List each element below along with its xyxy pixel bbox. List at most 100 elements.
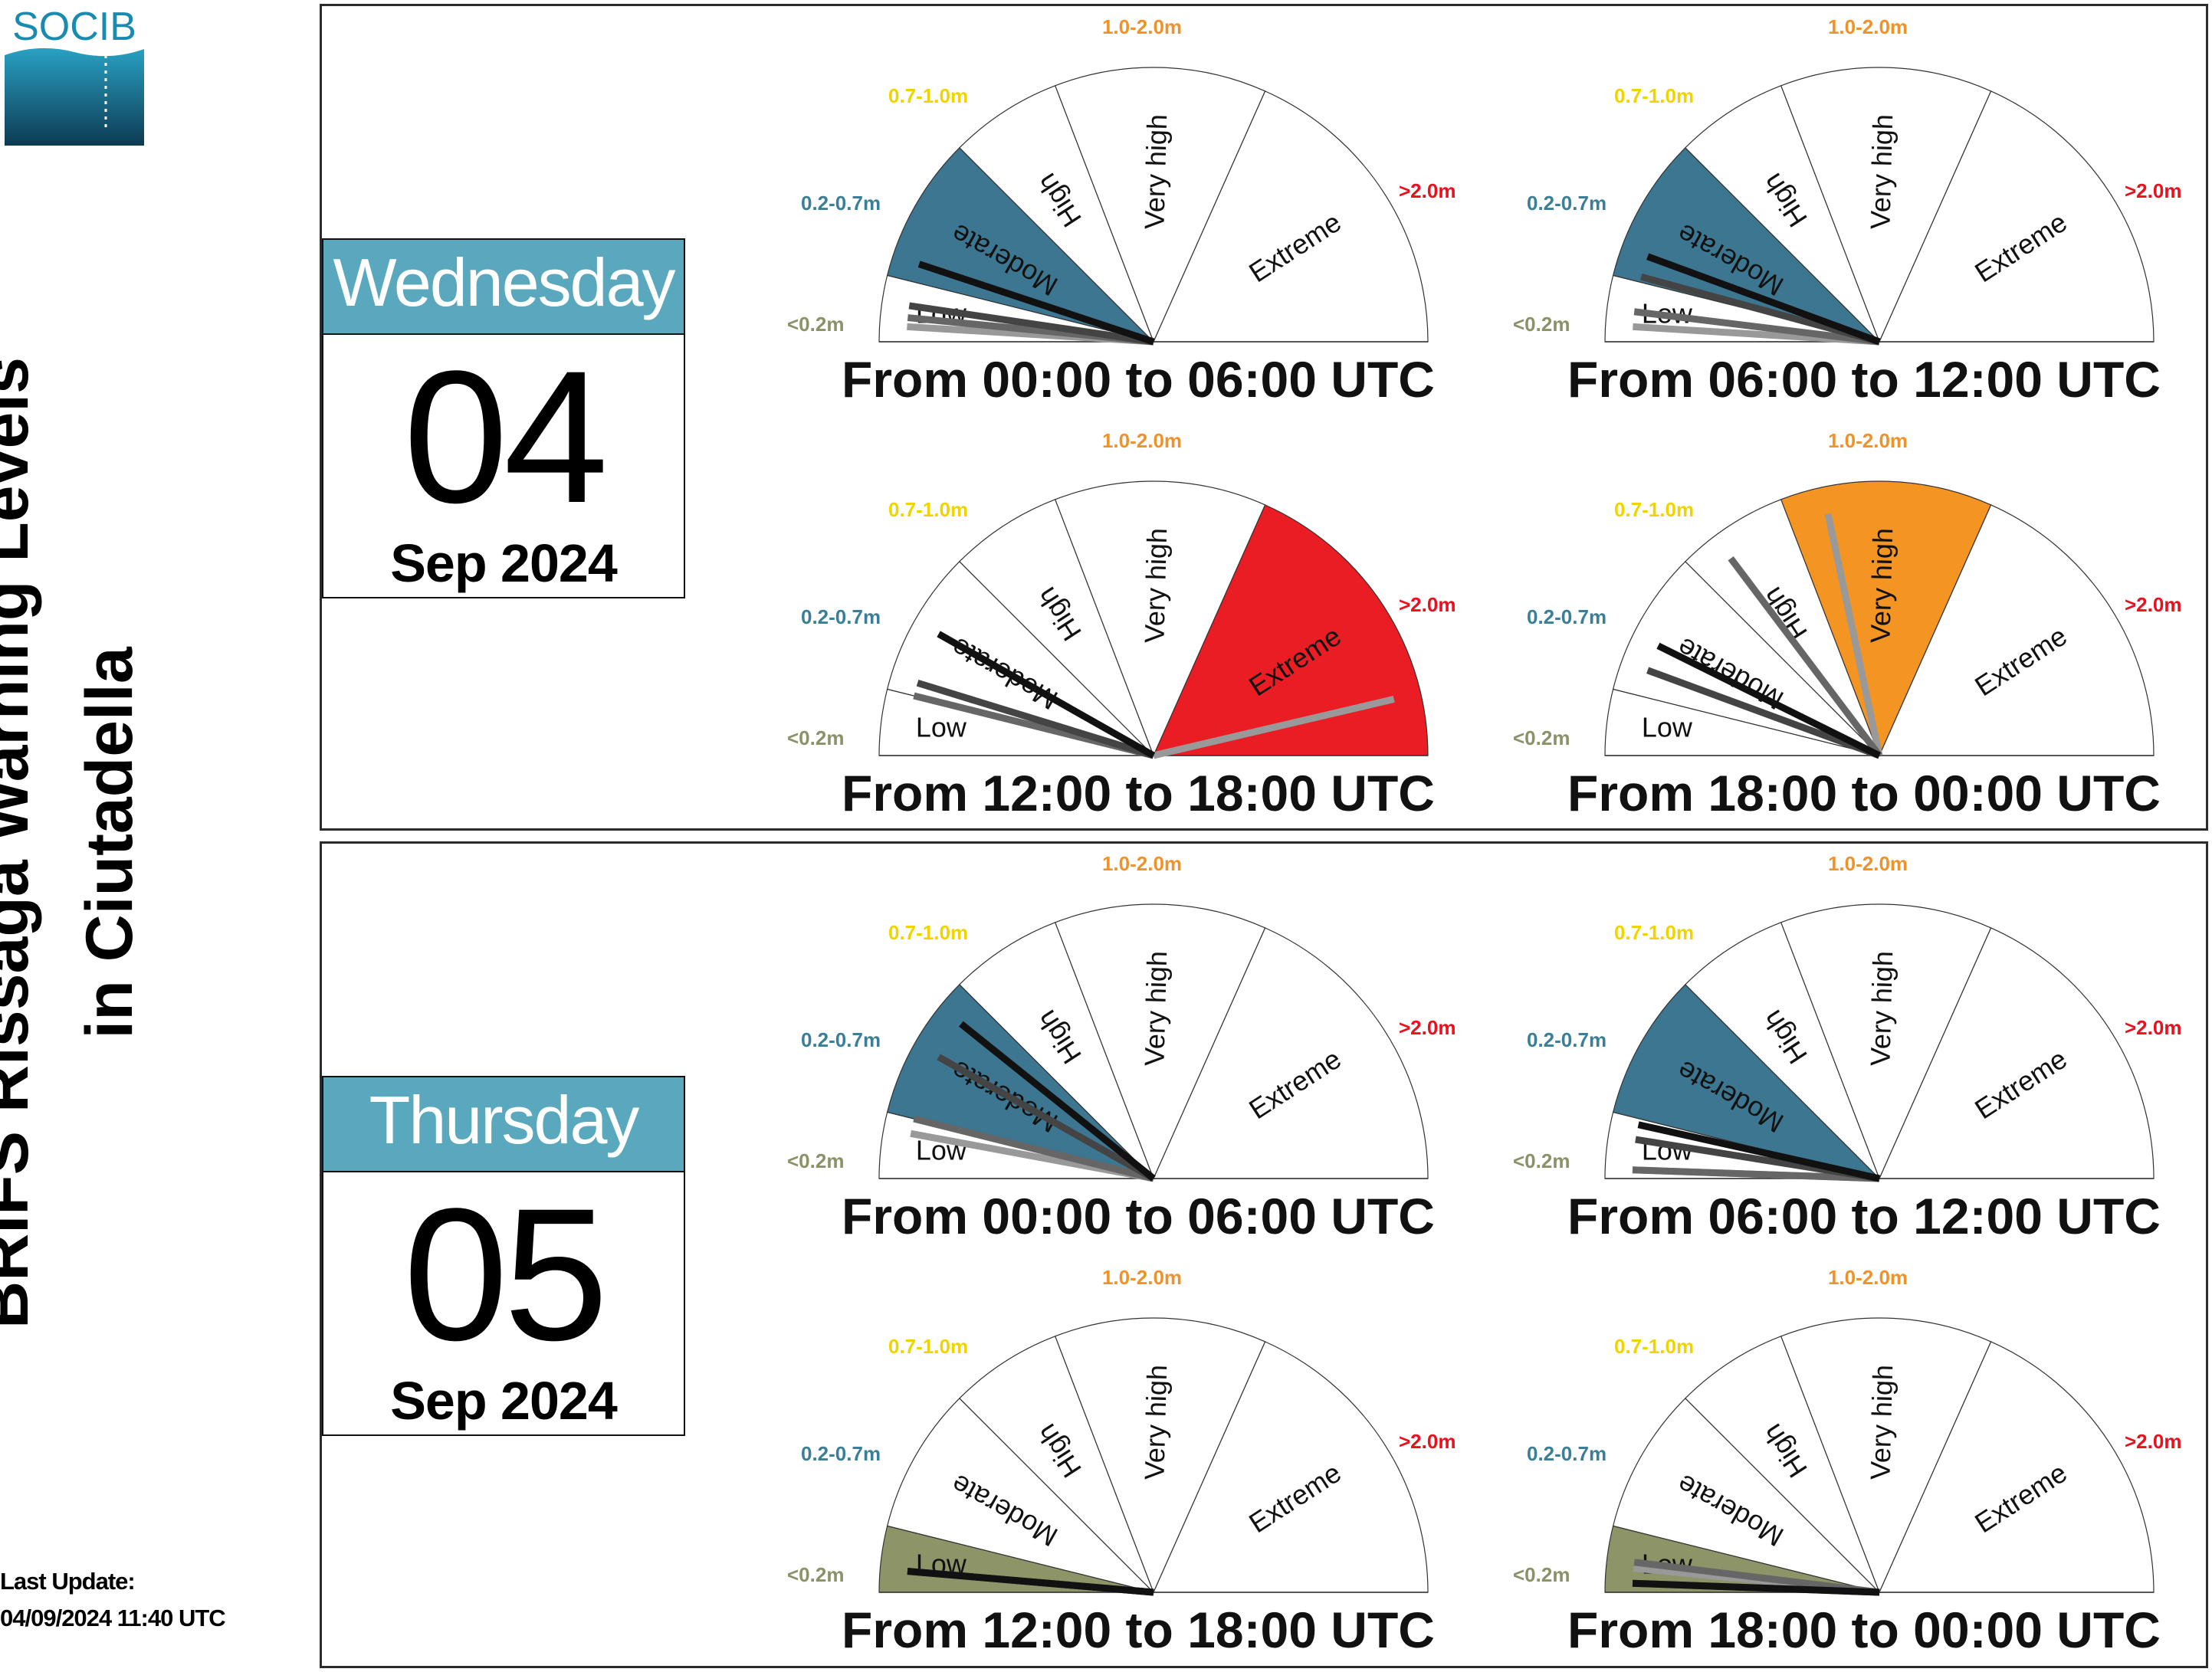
gauge-range-label: <0.2m	[787, 313, 844, 336]
gauge-range-label: 0.2-0.7m	[1527, 1442, 1606, 1465]
gauge-range-label: >2.0m	[2125, 593, 2181, 616]
calendar-day-number: 05	[403, 1169, 609, 1380]
gauge-range-label: 1.0-2.0m	[1102, 429, 1182, 452]
gauge-range-label: >2.0m	[2125, 1016, 2181, 1039]
gauge-sector-very-high	[1780, 67, 1992, 343]
gauge-range-label: 0.7-1.0m	[888, 1335, 968, 1358]
gauge-period-label: From 18:00 to 00:00 UTC	[1567, 765, 2161, 821]
gauge-sector-high	[959, 85, 1154, 343]
socib-logo: SOCIB	[5, 8, 144, 146]
gauge-needle	[1633, 1559, 1880, 1596]
gauge-range-label: 1.0-2.0m	[1828, 15, 1908, 38]
gauge-range-label: 0.7-1.0m	[1614, 921, 1694, 944]
gauge-sector-extreme	[1879, 504, 2155, 756]
gauge-range-label: >2.0m	[1399, 179, 1456, 202]
gauge-sector-label: Low	[916, 711, 967, 743]
gauge-period-label: From 12:00 to 18:00 UTC	[842, 1602, 1435, 1658]
gauge-sector-label: Very high	[1138, 1364, 1173, 1480]
gauge-range-label: 0.2-0.7m	[801, 1442, 881, 1465]
gauge-sector-extreme	[1879, 1341, 2155, 1593]
gauge-sector-extreme	[1153, 90, 1429, 343]
gauge-sector-extreme	[1153, 927, 1429, 1179]
gauge-sector-moderate	[1612, 147, 1881, 343]
gauge-sector-very-high	[1054, 903, 1266, 1180]
calendar-weekday: Wednesday	[323, 240, 684, 335]
calendar-card: Wednesday 04 Sep 2024	[322, 238, 685, 598]
gauge-range-label: 0.7-1.0m	[888, 84, 968, 107]
gauge-range-label: 0.7-1.0m	[888, 921, 968, 944]
gauge-sector-label: Very high	[1864, 950, 1899, 1066]
calendar-month-year: Sep 2024	[390, 1371, 618, 1431]
gauge-sector-moderate	[1612, 1398, 1881, 1594]
gauge-range-label: >2.0m	[1399, 1016, 1456, 1039]
gauge-range-label: 0.2-0.7m	[1527, 192, 1606, 215]
gauge-range-label: <0.2m	[787, 1149, 844, 1172]
gauge-sector-extreme	[1153, 504, 1429, 756]
gauge-needle	[907, 1567, 1154, 1596]
last-update-label: Last Update:	[0, 1568, 136, 1595]
gauge-period-label: From 18:00 to 00:00 UTC	[1567, 1602, 2161, 1658]
gauge-needle	[1637, 1121, 1880, 1182]
gauge-range-label: 1.0-2.0m	[1102, 15, 1182, 38]
gauge-range-label: >2.0m	[2125, 1430, 2181, 1453]
gauge-range-label: 0.7-1.0m	[1614, 498, 1694, 521]
gauge-sector-very-high	[1054, 480, 1266, 757]
gauge-needle	[1728, 556, 1882, 758]
gauge-range-label: 1.0-2.0m	[1828, 429, 1908, 452]
gauge-period-label: From 06:00 to 12:00 UTC	[1567, 351, 2161, 408]
gauge-period-label: From 06:00 to 12:00 UTC	[1567, 1188, 2161, 1244]
gauge-sector-moderate	[1612, 984, 1881, 1180]
gauge-needle	[1646, 667, 1881, 759]
gauge-range-label: <0.2m	[1513, 726, 1570, 749]
calendar-month-year: Sep 2024	[390, 533, 618, 593]
gauge-range-label: <0.2m	[1513, 1149, 1570, 1172]
gauge-range-label: 0.2-0.7m	[1527, 605, 1606, 628]
gauge-range-label: 0.2-0.7m	[801, 1028, 881, 1051]
gauge-sector-label: Very high	[1138, 950, 1173, 1066]
gauge-range-label: <0.2m	[1513, 313, 1570, 336]
gauge-period-label: From 00:00 to 06:00 UTC	[842, 351, 1435, 408]
gauge-needle	[1632, 1166, 1880, 1182]
gauge-sector-high	[959, 922, 1154, 1179]
gauge-sector-label: Very high	[1138, 113, 1173, 229]
gauge-range-label: 1.0-2.0m	[1102, 1266, 1182, 1289]
gauge-sector-moderate	[886, 561, 1155, 757]
gauge-range-label: 0.7-1.0m	[888, 498, 968, 521]
gauge-sector-label: Very high	[1864, 1364, 1899, 1480]
gauge-sector-high	[1685, 1336, 1880, 1593]
gauge-needle	[1824, 513, 1883, 756]
day-panel-wednesday: Wednesday 04 Sep 2024	[320, 4, 2208, 831]
gauge-period-label: From 00:00 to 06:00 UTC	[842, 1188, 1435, 1244]
gauge-sector-very-high	[1054, 67, 1266, 343]
gauge-sector-high	[959, 499, 1154, 756]
gauge-needle	[916, 679, 1155, 759]
gauge-sector-very-high	[1054, 1317, 1266, 1594]
gauge-sector-high	[1685, 922, 1880, 1179]
gauge-sector-label: Very high	[1138, 527, 1173, 643]
gauge-needle	[1633, 308, 1880, 346]
last-update-value: 04/09/2024 11:40 UTC	[0, 1605, 226, 1631]
gauge-range-label: 1.0-2.0m	[1102, 852, 1182, 875]
gauge-needle	[959, 1021, 1156, 1182]
gauge-range-label: >2.0m	[1399, 1430, 1456, 1453]
gauge-range-label: <0.2m	[787, 1563, 844, 1586]
gauge-sector-label: Very high	[1864, 113, 1899, 229]
gauge-range-label: 0.7-1.0m	[1614, 84, 1694, 107]
gauge-sector-extreme	[1879, 90, 2155, 343]
gauge-range-label: <0.2m	[787, 726, 844, 749]
gauge-sector-label: Low	[1642, 711, 1693, 743]
gauge-period-label: From 12:00 to 18:00 UTC	[842, 765, 1435, 821]
gauge-range-label: <0.2m	[1513, 1563, 1570, 1586]
gauge-needle	[937, 631, 1156, 759]
gauge-needle	[1639, 273, 1881, 346]
gauge-sector-extreme	[1153, 1341, 1429, 1593]
gauge-sector-very-high	[1780, 1317, 1992, 1594]
last-update: Last Update: 04/09/2024 11:40 UTC	[0, 1563, 226, 1637]
gauge-sector-moderate	[1612, 561, 1881, 757]
